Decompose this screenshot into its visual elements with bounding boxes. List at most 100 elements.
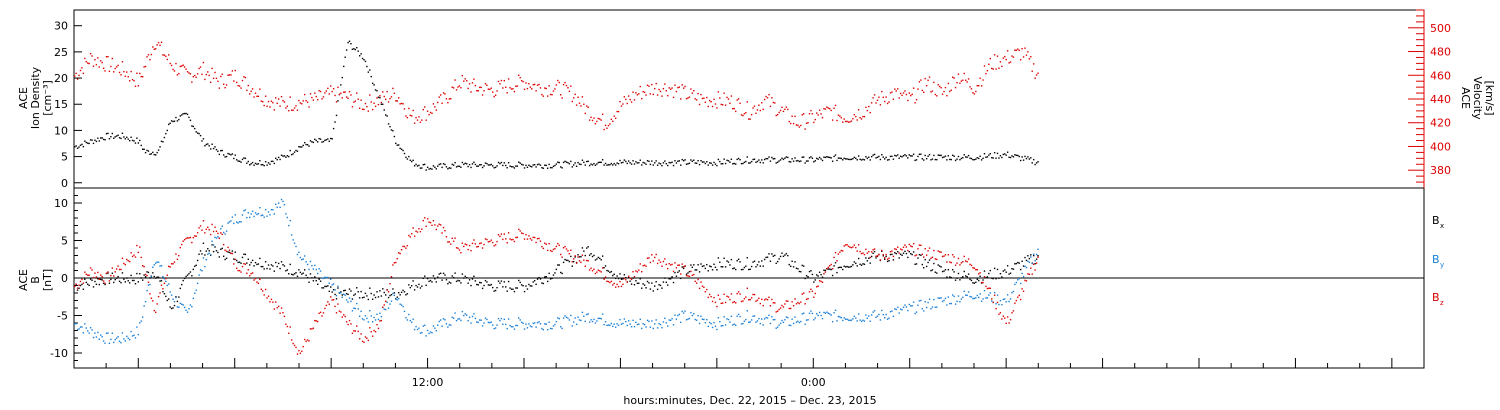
density-point xyxy=(221,149,223,152)
velocity-point xyxy=(523,88,526,91)
density-point xyxy=(169,122,171,125)
density-point xyxy=(358,55,361,57)
bz-point xyxy=(638,269,640,271)
velocity-point xyxy=(970,88,973,90)
by-point xyxy=(264,209,267,211)
density-point xyxy=(856,159,858,161)
bx-point xyxy=(276,265,278,268)
by-point xyxy=(722,324,724,327)
bz-point xyxy=(675,267,678,269)
bz-point xyxy=(426,218,429,220)
density-point xyxy=(759,161,762,164)
velocity-point xyxy=(629,98,631,101)
by-point xyxy=(946,304,948,306)
velocity-point xyxy=(438,96,440,98)
density-point xyxy=(124,138,127,140)
velocity-point xyxy=(700,93,702,96)
velocity-point xyxy=(943,90,945,93)
bx-point xyxy=(541,282,543,284)
bz-point xyxy=(319,311,322,314)
by-point xyxy=(246,216,248,219)
bz-point xyxy=(723,293,725,295)
by-point xyxy=(146,289,148,292)
bz-point xyxy=(735,302,737,304)
bx-point xyxy=(574,256,576,258)
by-point xyxy=(765,316,767,319)
bx-point xyxy=(901,254,903,256)
velocity-point xyxy=(458,85,461,87)
density-point xyxy=(192,125,195,128)
density-point xyxy=(794,157,796,159)
bz-point xyxy=(844,244,847,246)
density-point xyxy=(681,158,683,161)
bz-point xyxy=(198,227,200,229)
by-point xyxy=(374,319,377,321)
density-point xyxy=(597,161,600,164)
bz-point xyxy=(533,236,536,239)
density-point xyxy=(425,169,427,171)
by-point xyxy=(277,202,280,204)
bx-point xyxy=(250,261,252,264)
velocity-point xyxy=(424,106,426,108)
bx-point xyxy=(97,278,99,280)
bz-point xyxy=(557,242,559,245)
by-point xyxy=(787,316,789,319)
bz-point xyxy=(447,241,449,243)
bz-point xyxy=(296,353,299,355)
bz-point xyxy=(655,253,657,256)
density-point xyxy=(185,112,187,115)
bz-point xyxy=(794,298,796,300)
density-point xyxy=(956,158,958,160)
bz-point xyxy=(118,268,121,271)
bz-point xyxy=(811,290,814,293)
bz-point xyxy=(146,274,148,277)
bx-point xyxy=(75,284,77,286)
velocity-point xyxy=(917,88,919,90)
density-point xyxy=(1009,156,1012,159)
density-point xyxy=(737,157,740,160)
by-point xyxy=(750,319,753,321)
by-point xyxy=(317,272,319,275)
density-point xyxy=(600,161,602,164)
density-point xyxy=(238,160,241,162)
density-point xyxy=(826,156,828,158)
by-point xyxy=(708,321,711,324)
velocity-point xyxy=(578,102,581,104)
bz-point xyxy=(192,236,195,239)
velocity-point xyxy=(558,81,560,84)
by-point xyxy=(502,323,504,326)
density-point xyxy=(690,159,692,161)
bz-point xyxy=(214,226,216,228)
by-point xyxy=(260,214,262,217)
density-point xyxy=(528,164,530,166)
bz-point xyxy=(1027,273,1029,275)
velocity-point xyxy=(1015,49,1018,51)
bz-point xyxy=(995,307,997,310)
bx-point xyxy=(865,257,867,259)
density-point xyxy=(163,136,166,139)
bx-point xyxy=(305,274,307,277)
by-point xyxy=(198,274,200,276)
density-point xyxy=(853,156,856,159)
by-point xyxy=(332,283,335,285)
density-point xyxy=(526,166,529,168)
velocity-point xyxy=(1001,65,1003,68)
bx-point xyxy=(419,287,422,289)
density-point xyxy=(641,164,643,166)
bx-point xyxy=(330,286,332,288)
density-point xyxy=(222,154,225,156)
density-point xyxy=(230,154,232,156)
bx-point xyxy=(748,268,750,271)
velocity-point xyxy=(910,94,912,97)
velocity-point xyxy=(393,92,396,94)
velocity-point xyxy=(395,100,397,102)
bx-point xyxy=(733,267,735,269)
bx-point xyxy=(254,261,257,264)
bx-point xyxy=(739,261,741,263)
bz-point xyxy=(551,250,553,253)
velocity-point xyxy=(954,86,957,89)
velocity-point xyxy=(84,57,86,60)
density-point xyxy=(656,164,659,166)
by-point xyxy=(591,320,594,323)
bx-point xyxy=(191,275,193,277)
